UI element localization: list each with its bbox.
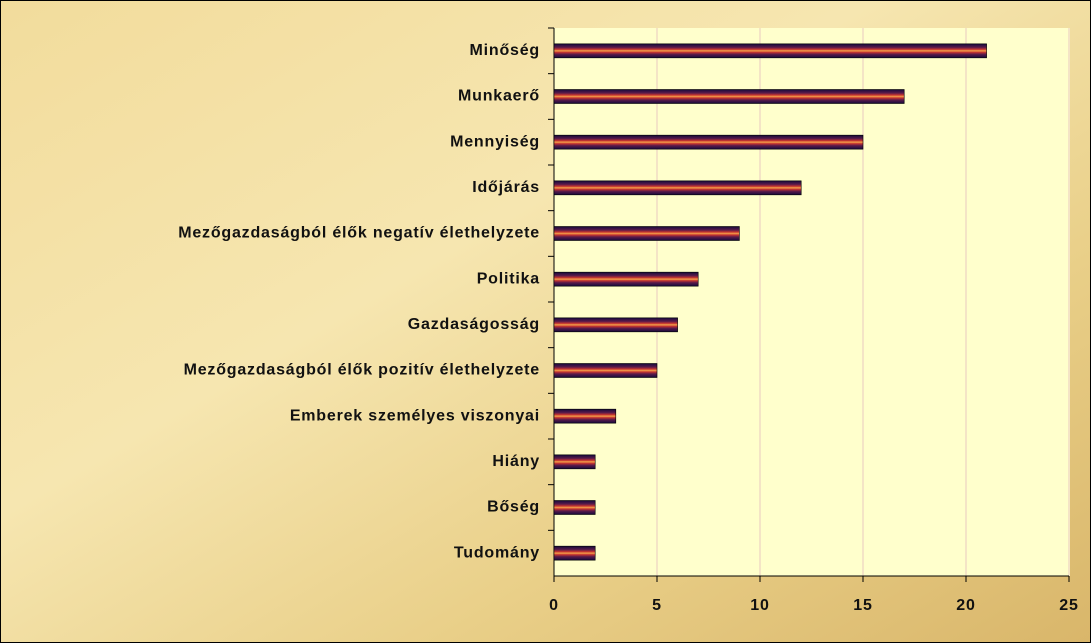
bar [553, 545, 596, 561]
y-tick-label: Tudomány [454, 544, 540, 561]
bar [553, 226, 740, 241]
x-tick-label: 10 [750, 597, 769, 614]
x-tick-label: 15 [853, 597, 872, 614]
x-tick-label: 25 [1059, 597, 1078, 614]
bar [553, 134, 864, 150]
y-tick-label: Bőség [487, 499, 540, 516]
y-tick-label: Politika [477, 270, 540, 287]
bar [553, 363, 658, 378]
bar [553, 408, 617, 424]
y-tick-label: Időjárás [472, 179, 540, 196]
y-tick-label: Mennyiség [450, 133, 540, 150]
bar [553, 43, 987, 59]
bar [553, 500, 596, 515]
y-tick-label: Mezőgazdaságból élők negatív élethelyzet… [178, 225, 540, 242]
bar [553, 180, 802, 196]
bar [553, 454, 596, 470]
y-tick-label: Emberek személyes viszonyai [290, 407, 540, 424]
y-tick-label: Minőség [470, 42, 541, 59]
plot-area [554, 28, 1070, 576]
bar [553, 89, 905, 104]
x-tick-label: 5 [652, 597, 662, 614]
bar [553, 271, 699, 287]
y-tick-label: Munkaerő [458, 88, 540, 105]
bar [553, 317, 678, 333]
y-tick-label: Mezőgazdaságból élők pozitív élethelyzet… [184, 362, 540, 379]
y-tick-label: Hiány [492, 453, 540, 470]
x-tick-label: 0 [549, 597, 559, 614]
x-tick-label: 20 [956, 597, 975, 614]
y-tick-label: Gazdaságosság [408, 316, 540, 333]
